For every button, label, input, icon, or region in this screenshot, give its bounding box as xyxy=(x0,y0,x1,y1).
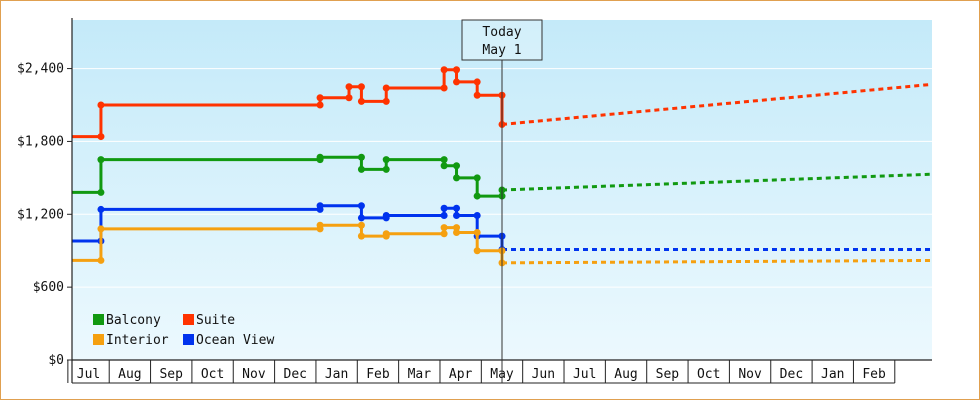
data-point-balcony[interactable] xyxy=(316,153,324,161)
data-point-interior[interactable] xyxy=(357,221,365,229)
legend-swatch xyxy=(93,314,104,325)
data-point-interior[interactable] xyxy=(97,225,105,233)
x-tick-label: Apr xyxy=(449,367,473,382)
data-point-balcony[interactable] xyxy=(473,192,481,200)
data-point-ocean[interactable] xyxy=(453,212,461,219)
legend-swatch xyxy=(93,334,104,345)
today-label-line2: May 1 xyxy=(482,43,521,58)
x-tick-label: Aug xyxy=(118,367,141,382)
legend-item-suite: Suite xyxy=(183,313,235,328)
data-point-balcony[interactable] xyxy=(453,174,461,182)
x-tick-label: Feb xyxy=(862,367,886,382)
data-point-suite[interactable] xyxy=(440,66,448,74)
data-point-ocean[interactable] xyxy=(357,214,365,222)
data-point-interior[interactable] xyxy=(316,221,324,229)
data-point-suite[interactable] xyxy=(382,97,390,105)
x-tick-label: Oct xyxy=(201,367,224,382)
y-tick-label: $1,800 xyxy=(17,134,64,149)
series-interior xyxy=(72,221,933,267)
x-tick-label: Nov xyxy=(242,367,266,382)
y-tick-label: $600 xyxy=(33,280,64,295)
data-point-balcony[interactable] xyxy=(473,174,481,182)
series-suite xyxy=(72,66,933,141)
legend-label: Ocean View xyxy=(196,333,274,348)
data-point-balcony[interactable] xyxy=(357,165,365,173)
x-tick-label: Jun xyxy=(532,367,555,382)
data-point-balcony[interactable] xyxy=(382,156,390,164)
x-tick-label: Mar xyxy=(408,367,432,382)
legend-label: Interior xyxy=(106,333,169,348)
data-point-interior[interactable] xyxy=(357,232,365,240)
legend-item-balcony: Balcony xyxy=(93,313,161,328)
data-point-balcony[interactable] xyxy=(97,156,105,164)
data-point-suite[interactable] xyxy=(345,94,353,102)
data-point-interior[interactable] xyxy=(382,230,390,238)
data-point-suite[interactable] xyxy=(473,78,481,86)
data-point-interior[interactable] xyxy=(473,247,481,255)
x-tick-label: Jul xyxy=(77,367,100,382)
x-tick-label: Jan xyxy=(821,367,844,382)
legend-swatch xyxy=(183,334,194,345)
data-point-suite[interactable] xyxy=(357,83,365,91)
x-tick-label: Sep xyxy=(656,367,680,382)
today-marker: Today May 1 xyxy=(461,19,543,383)
data-point-suite[interactable] xyxy=(316,101,324,109)
data-point-interior[interactable] xyxy=(440,224,448,232)
legend-item-ocean: Ocean View xyxy=(183,333,274,348)
data-point-interior[interactable] xyxy=(97,256,105,264)
data-point-ocean[interactable] xyxy=(357,202,365,210)
today-label-line1: Today xyxy=(482,25,521,40)
x-tick-label: Sep xyxy=(159,367,183,382)
data-point-ocean[interactable] xyxy=(316,202,324,210)
data-point-suite[interactable] xyxy=(316,94,324,102)
data-point-suite[interactable] xyxy=(382,84,390,92)
y-tick-label: $2,400 xyxy=(17,62,64,77)
x-tick-label: Nov xyxy=(738,367,762,382)
legend-item-interior: Interior xyxy=(93,333,169,348)
data-point-ocean[interactable] xyxy=(440,204,448,212)
data-point-interior[interactable] xyxy=(473,229,481,236)
data-point-suite[interactable] xyxy=(357,97,365,105)
x-tick-label: Aug xyxy=(614,367,637,382)
data-point-balcony[interactable] xyxy=(382,165,390,173)
legend-label: Balcony xyxy=(106,313,161,328)
data-point-balcony[interactable] xyxy=(440,156,448,164)
data-point-suite[interactable] xyxy=(453,78,461,86)
series-layer xyxy=(72,66,933,267)
data-point-balcony[interactable] xyxy=(440,162,448,170)
axes: $0 $600 $1,200 $1,800 $2,400 Jul Aug Sep Oct Nov D… xyxy=(17,18,932,384)
data-point-interior[interactable] xyxy=(440,230,448,238)
data-point-ocean[interactable] xyxy=(440,212,448,219)
data-point-ocean[interactable] xyxy=(382,212,390,219)
data-point-ocean[interactable] xyxy=(473,212,481,219)
x-tick-label: Jan xyxy=(325,367,348,382)
legend-swatch xyxy=(183,314,194,325)
data-point-interior[interactable] xyxy=(453,224,461,232)
x-tick-label: Jul xyxy=(573,367,596,382)
legend-label: Suite xyxy=(196,313,235,328)
data-point-ocean[interactable] xyxy=(453,204,461,212)
x-tick-label: Oct xyxy=(697,367,720,382)
data-point-suite[interactable] xyxy=(97,101,105,109)
x-tick-label: Feb xyxy=(366,367,390,382)
y-tick-label: $0 xyxy=(48,353,64,368)
today-box xyxy=(461,19,543,61)
data-point-balcony[interactable] xyxy=(453,162,461,170)
y-tick-label: $1,200 xyxy=(17,207,64,222)
data-point-suite[interactable] xyxy=(97,133,105,141)
data-point-interior[interactable] xyxy=(453,229,461,236)
x-tick-label: Dec xyxy=(780,367,803,382)
data-point-suite[interactable] xyxy=(440,84,448,92)
data-point-balcony[interactable] xyxy=(97,188,105,196)
legend: Balcony Suite Interior Ocean View xyxy=(93,313,274,348)
series-balcony xyxy=(72,153,933,200)
data-point-ocean[interactable] xyxy=(97,205,105,213)
data-point-suite[interactable] xyxy=(345,83,353,91)
series-ocean xyxy=(72,202,932,253)
data-point-suite[interactable] xyxy=(473,91,481,99)
data-point-suite[interactable] xyxy=(453,66,461,74)
data-point-balcony[interactable] xyxy=(357,153,365,161)
x-tick-label: Dec xyxy=(284,367,307,382)
